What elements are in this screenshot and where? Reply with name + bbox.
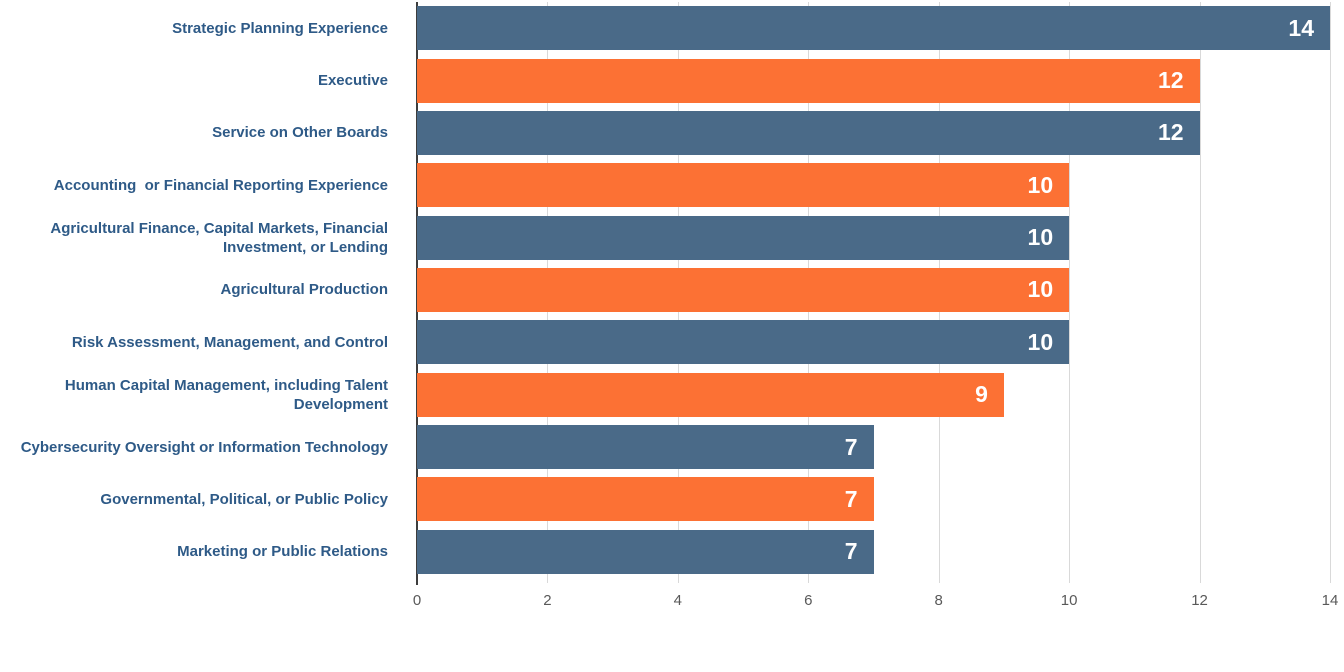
bar-row: Accounting or Financial Reporting Experi… — [0, 159, 1330, 211]
plot-cell: 9 — [417, 372, 1330, 417]
bar: 12 — [417, 58, 1200, 103]
bar-value-label: 7 — [844, 538, 858, 565]
plot-cell: 7 — [417, 529, 1330, 574]
bar-row: Executive 12 — [0, 54, 1330, 106]
plot-cell: 7 — [417, 477, 1330, 522]
gridline — [1069, 2, 1071, 583]
bar: 7 — [417, 425, 874, 470]
x-tick-label: 12 — [1191, 592, 1208, 609]
x-tick-label: 14 — [1321, 592, 1339, 609]
bar: 9 — [417, 372, 1004, 417]
x-tick-label: 10 — [1060, 592, 1078, 609]
gridline — [1199, 2, 1201, 583]
bar-value-label: 10 — [1027, 224, 1054, 251]
plot-cell: 10 — [417, 320, 1330, 365]
bar-value-label: 7 — [844, 433, 858, 460]
category-label: Accounting or Financial Reporting Experi… — [53, 176, 388, 194]
category-label: Human Capital Management, including Tale… — [64, 376, 388, 413]
bar: 14 — [417, 6, 1330, 51]
category-label: Executive — [317, 72, 388, 90]
category-label: Agricultural Finance, Capital Markets, F… — [50, 219, 388, 256]
x-tick-label: 4 — [673, 592, 683, 609]
category-label: Strategic Planning Experience — [172, 19, 388, 37]
x-axis-tick-labels: 0 2 4 6 8 10 12 14 — [0, 592, 1344, 612]
bar: 10 — [417, 163, 1070, 208]
bar: 10 — [417, 267, 1070, 312]
gridline — [1330, 2, 1331, 583]
plot-cell: 10 — [417, 163, 1330, 208]
bar-row: Cybersecurity Oversight or Information T… — [0, 421, 1330, 473]
bar-value-label: 14 — [1288, 14, 1314, 41]
bar: 12 — [417, 110, 1200, 155]
bar: 7 — [417, 529, 874, 574]
category-label: Cybersecurity Oversight or Information T… — [20, 438, 388, 456]
plot-cell: 12 — [417, 110, 1330, 155]
bar-row: Risk Assessment, Management, and Control… — [0, 316, 1330, 368]
category-label: Risk Assessment, Management, and Control — [71, 333, 388, 351]
bar-row: Agricultural Production 10 — [0, 264, 1330, 316]
bar-value-label: 7 — [844, 485, 858, 512]
x-tick-label: 8 — [934, 592, 943, 609]
bar-row: Service on Other Boards 12 — [0, 107, 1330, 159]
plot-cell: 7 — [417, 425, 1330, 470]
bar-row: Human Capital Management, including Tale… — [0, 369, 1330, 421]
category-label: Service on Other Boards — [212, 124, 388, 142]
bar: 10 — [417, 320, 1070, 365]
category-label: Marketing or Public Relations — [177, 543, 388, 561]
category-label: Agricultural Production — [220, 281, 388, 299]
x-tick-label: 2 — [543, 592, 552, 609]
x-tick-label: 6 — [804, 592, 813, 609]
bar-value-label: 10 — [1027, 328, 1054, 355]
bar-rows: Strategic Planning Experience 14 Executive… — [0, 2, 1330, 578]
plot-cell: 10 — [417, 215, 1330, 260]
plot-cell: 14 — [417, 6, 1330, 51]
bar: 10 — [417, 215, 1070, 260]
bar-value-label: 12 — [1157, 67, 1184, 94]
bar-row: Governmental, Political, or Public Polic… — [0, 473, 1330, 525]
bar: 7 — [417, 477, 874, 522]
bar-value-label: 10 — [1027, 276, 1054, 303]
bar-value-label: 9 — [975, 381, 988, 408]
bar-row: Marketing or Public Relations 7 — [0, 526, 1330, 578]
bar-value-label: 12 — [1157, 119, 1184, 146]
category-label: Governmental, Political, or Public Polic… — [100, 490, 388, 508]
bar-row: Strategic Planning Experience 14 — [0, 2, 1330, 54]
x-tick-label: 0 — [412, 592, 422, 609]
plot-cell: 12 — [417, 58, 1330, 103]
bar-value-label: 10 — [1027, 171, 1054, 198]
bar-row: Agricultural Finance, Capital Markets, F… — [0, 211, 1330, 263]
plot-cell: 10 — [417, 267, 1330, 312]
